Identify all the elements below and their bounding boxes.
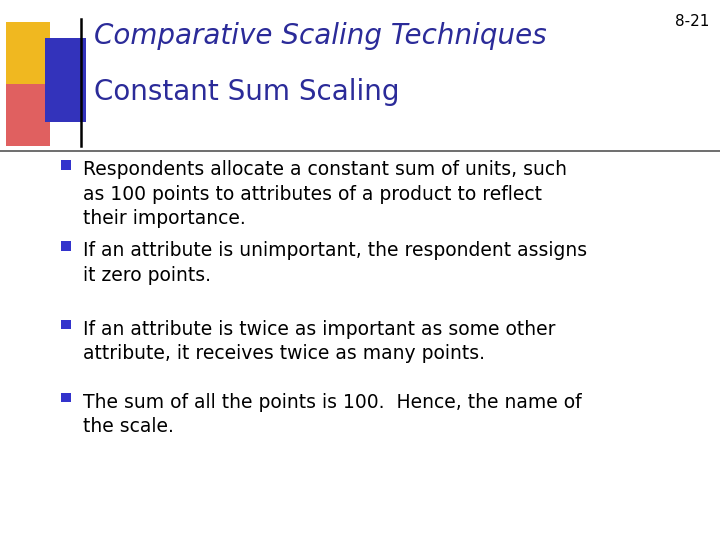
Text: If an attribute is unimportant, the respondent assigns
it zero points.: If an attribute is unimportant, the resp…: [83, 241, 587, 285]
Bar: [61, 320, 71, 329]
Bar: [61, 160, 71, 170]
Bar: [61, 393, 71, 402]
Text: Respondents allocate a constant sum of units, such
as 100 points to attributes o: Respondents allocate a constant sum of u…: [83, 160, 567, 228]
Text: If an attribute is twice as important as some other
attribute, it receives twice: If an attribute is twice as important as…: [83, 320, 555, 363]
Text: 8-21: 8-21: [675, 14, 709, 29]
Text: Comparative Scaling Techniques: Comparative Scaling Techniques: [94, 22, 546, 50]
Bar: [6, 22, 50, 84]
Bar: [61, 241, 71, 251]
Bar: [45, 38, 86, 122]
Bar: [6, 84, 50, 146]
Text: The sum of all the points is 100.  Hence, the name of
the scale.: The sum of all the points is 100. Hence,…: [83, 393, 582, 436]
Text: Constant Sum Scaling: Constant Sum Scaling: [94, 78, 399, 106]
